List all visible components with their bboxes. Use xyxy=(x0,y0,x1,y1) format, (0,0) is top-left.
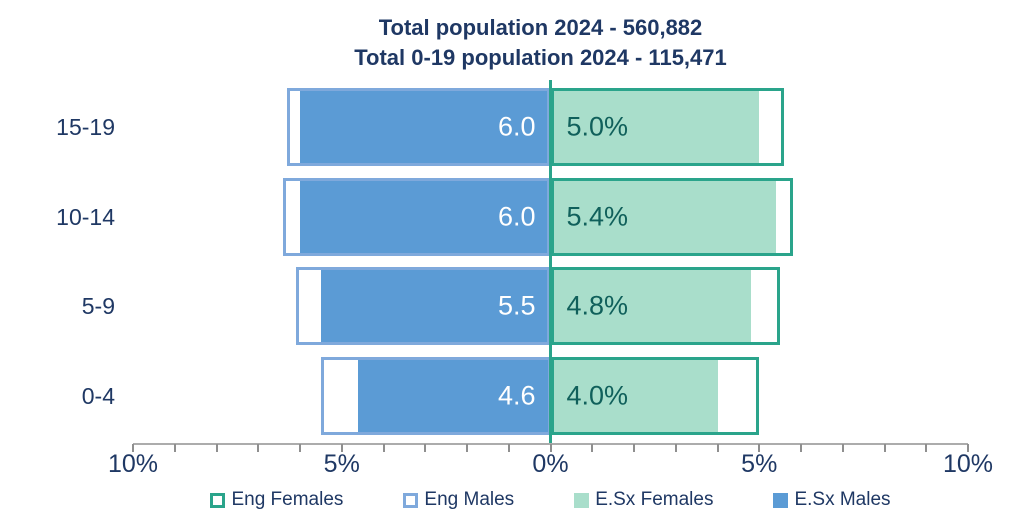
x-axis-tick xyxy=(299,444,301,452)
x-axis-tick-label: 0% xyxy=(532,450,569,478)
x-axis-tick xyxy=(257,444,260,452)
eng-males-legend-swatch-icon xyxy=(403,492,419,508)
esx-females-bar xyxy=(553,359,718,432)
legend-item-eng-males: Eng Males xyxy=(403,489,514,511)
x-axis-tick-label: 10% xyxy=(942,450,994,478)
x-axis-tick xyxy=(883,444,886,452)
x-axis-tick xyxy=(633,444,635,452)
esx-females-bar xyxy=(553,270,751,342)
age-group-label: 10-14 xyxy=(56,203,115,230)
legend-item-eng-females: Eng Females xyxy=(210,489,343,511)
legend-label: E.Sx Females xyxy=(595,489,714,510)
x-axis-tick xyxy=(758,444,761,452)
x-axis-tick-label: 5% xyxy=(323,450,360,478)
x-axis-tick xyxy=(340,444,343,452)
x-axis-tick-label: 5% xyxy=(741,450,778,478)
age-group-label: 15-19 xyxy=(56,114,115,140)
legend-item-esx-males: E.Sx Males xyxy=(773,489,891,511)
esx-males-value-label: 6.0 xyxy=(497,111,536,142)
x-axis-tick xyxy=(507,444,510,452)
x-axis-tick xyxy=(466,444,468,452)
x-axis-tick xyxy=(215,444,218,452)
esx-females-value-label: 5.4% xyxy=(566,201,629,231)
x-axis-tick xyxy=(549,444,552,452)
eng-females-bar: 5.0% xyxy=(550,88,785,166)
eng-males-bar: 6.0 xyxy=(283,177,551,256)
eng-females-bar: 5.4% xyxy=(550,177,793,256)
x-axis-tick xyxy=(173,444,176,452)
esx-males-bar xyxy=(299,180,548,253)
esx-females-value-label: 4.8% xyxy=(566,290,629,321)
x-axis-tick xyxy=(674,444,677,452)
esx-females-legend-swatch-icon xyxy=(574,492,590,508)
chart-title: Total population 2024 - 560,882 Total 0-… xyxy=(123,13,958,73)
chart-title-line1: Total population 2024 - 560,882 xyxy=(378,15,703,40)
x-axis-tick xyxy=(925,444,928,452)
esx-females-value-label: 4.0% xyxy=(566,380,629,410)
esx-males-value-label: 5.5 xyxy=(497,290,536,321)
esx-males-bar xyxy=(299,91,548,163)
esx-females-bar xyxy=(553,91,760,163)
esx-males-value-label: 4.6 xyxy=(497,380,536,410)
esx-males-bar xyxy=(358,359,548,432)
eng-females-bar: 4.0% xyxy=(550,356,760,435)
eng-males-bar: 6.0 xyxy=(287,88,551,166)
eng-males-bar: 5.5 xyxy=(295,267,551,345)
esx-males-legend-swatch-icon xyxy=(773,492,789,508)
x-axis-tick xyxy=(132,444,134,452)
legend-label: E.Sx Males xyxy=(794,489,891,510)
eng-females-legend-swatch-icon xyxy=(210,492,226,508)
eng-females-bar: 4.8% xyxy=(550,267,781,345)
age-group-label: 5-9 xyxy=(81,293,115,319)
age-group-label: 0-4 xyxy=(81,382,115,409)
x-axis-tick xyxy=(424,444,427,452)
legend-label: Eng Females xyxy=(231,489,344,510)
esx-females-bar xyxy=(553,180,776,253)
center-baseline xyxy=(549,80,552,443)
esx-females-value-label: 5.0% xyxy=(566,111,629,142)
x-axis-tick xyxy=(382,444,385,452)
x-axis-tick-label: 10% xyxy=(107,450,159,478)
esx-males-value-label: 6.0 xyxy=(497,201,536,231)
x-axis-tick xyxy=(967,444,969,452)
x-axis-tick xyxy=(800,444,802,452)
x-axis-tick xyxy=(716,444,719,452)
x-axis-tick xyxy=(841,444,844,452)
legend-item-esx-females: E.Sx Females xyxy=(574,489,713,511)
chart-legend: Eng Females Eng Males E.Sx Females E.Sx … xyxy=(133,486,968,514)
x-axis-tick xyxy=(591,444,594,452)
legend-label: Eng Males xyxy=(424,489,515,510)
chart-title-line2: Total 0-19 population 2024 - 115,471 xyxy=(354,45,727,70)
esx-males-bar xyxy=(320,270,548,342)
eng-males-bar: 4.6 xyxy=(320,356,551,435)
